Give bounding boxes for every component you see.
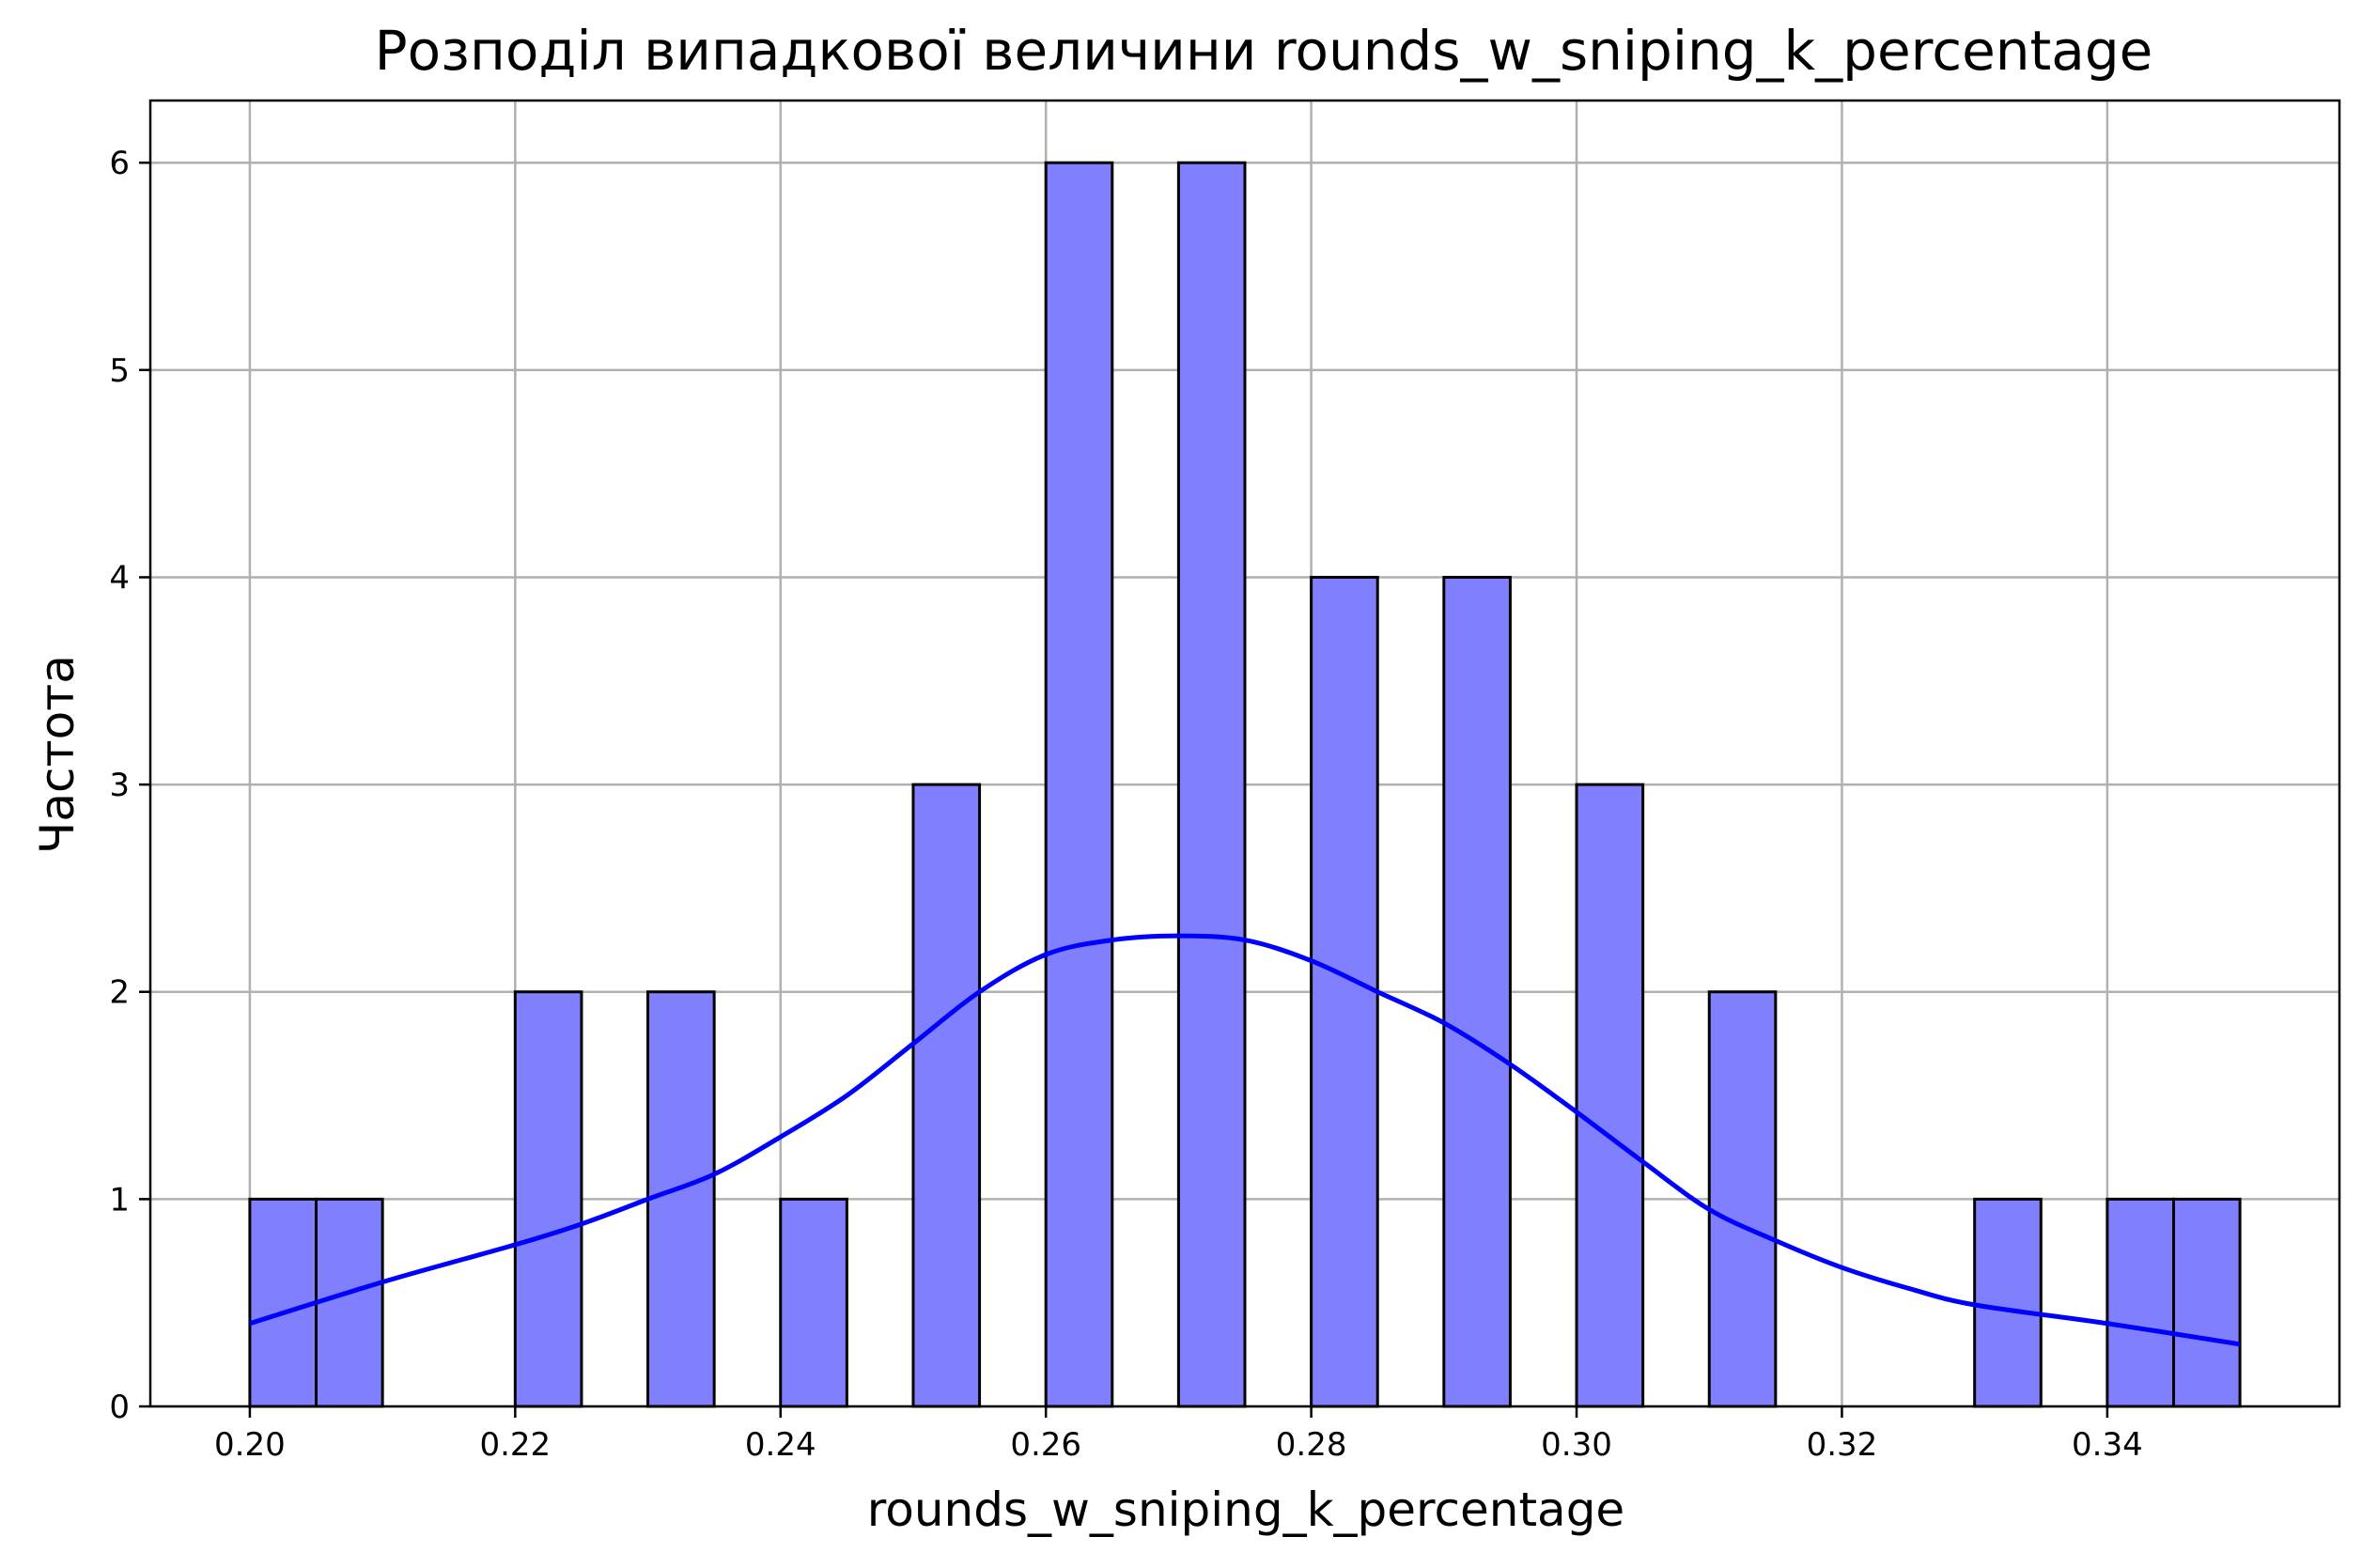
x-axis-ticks: 0.20 0.22 0.24 0.26 0.28 0.30 0.32 0.34: [214, 1406, 2143, 1464]
bars: [248, 161, 2242, 1408]
histogram-bar-13: [2106, 1197, 2175, 1408]
x-tick-label-5: 0.30: [1541, 1426, 1612, 1464]
y-tick-label-0: 0: [109, 1389, 130, 1426]
y-tick-label-1: 1: [109, 1181, 130, 1219]
y-axis-ticks: 0 1 2 3 4 5 6: [109, 145, 150, 1426]
x-tick-label-7: 0.34: [2072, 1426, 2143, 1464]
y-tick-label-5: 5: [109, 352, 130, 390]
histogram-bar-12: [1973, 1197, 2043, 1408]
histogram-bar-9: [1442, 575, 1512, 1408]
histogram-bar-0: [248, 1197, 319, 1408]
histogram-bar-3: [646, 990, 716, 1408]
chart-title: Розподіл випадкової величини rounds_w_sn…: [375, 19, 2153, 83]
x-tick-label-1: 0.22: [479, 1426, 551, 1464]
histogram-bar-7: [1176, 161, 1247, 1408]
y-tick-label-4: 4: [109, 559, 130, 597]
y-tick-label-6: 6: [109, 145, 130, 182]
histogram-bar-4: [779, 1197, 848, 1408]
y-axis-label: Частота: [30, 655, 85, 854]
histogram-bar-5: [911, 783, 982, 1408]
y-tick-label-3: 3: [109, 767, 130, 804]
y-tick-label-2: 2: [109, 974, 130, 1012]
histogram-bar-1: [315, 1197, 384, 1408]
histogram-bar-6: [1044, 161, 1114, 1408]
histogram-bar-10: [1575, 783, 1645, 1408]
histogram-bar-8: [1310, 575, 1379, 1408]
plot-frame: [148, 99, 2341, 1408]
kde-curve: [249, 933, 2241, 1347]
histogram-bar-14: [2171, 1197, 2242, 1408]
histogram-bar-2: [513, 990, 583, 1408]
histogram-bar-11: [1707, 990, 1778, 1408]
x-tick-label-4: 0.28: [1276, 1426, 1347, 1464]
x-tick-label-2: 0.24: [745, 1426, 816, 1464]
x-tick-label-0: 0.20: [214, 1426, 286, 1464]
x-tick-label-3: 0.26: [1010, 1426, 1081, 1464]
x-tick-label-6: 0.32: [1807, 1426, 1878, 1464]
kde-line: [249, 933, 2241, 1347]
x-axis-label: rounds_w_sniping_k_percentage: [867, 1483, 1624, 1537]
